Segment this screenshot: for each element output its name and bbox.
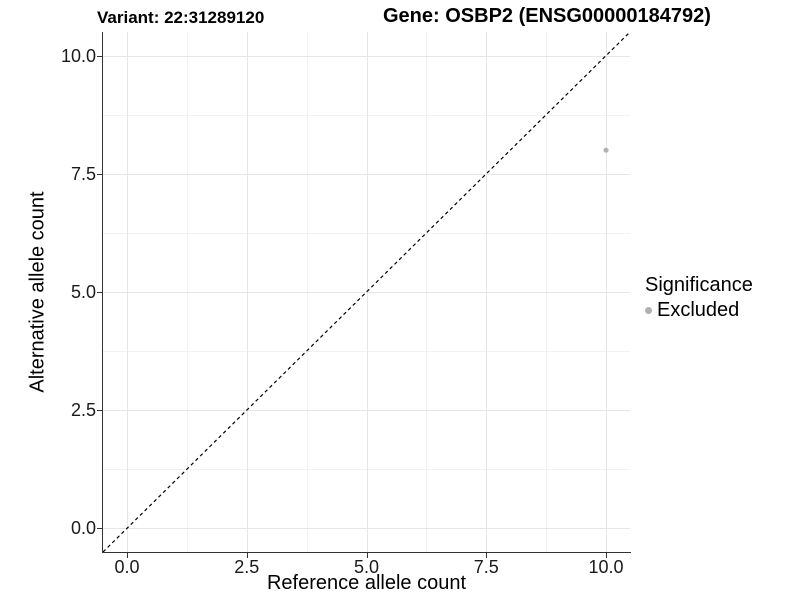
grid-major-horizontal	[103, 292, 630, 293]
y-tick-label: 10.0	[60, 45, 96, 66]
x-axis-title: Reference allele count	[266, 572, 466, 594]
x-tick-label: 10.0	[588, 557, 624, 577]
grid-major-horizontal	[103, 410, 630, 412]
legend-item-label: Excluded	[657, 299, 740, 321]
legend: Significance Excluded	[645, 273, 753, 321]
x-axis-tick	[126, 553, 128, 558]
y-axis-tick	[97, 55, 102, 57]
plot-layer	[103, 32, 630, 552]
identity-line	[103, 32, 630, 552]
variant-title: Variant: 22:31289120	[97, 8, 265, 27]
x-tick-label: 2.5	[234, 557, 260, 577]
x-tick-label: 0.0	[114, 557, 140, 577]
y-axis-tick	[97, 528, 102, 530]
y-axis-line	[102, 32, 103, 553]
x-axis-tick	[366, 553, 368, 558]
plot-panel	[103, 32, 630, 552]
x-axis-line	[102, 552, 631, 553]
y-tick-label: 7.5	[70, 163, 96, 184]
grid-major-horizontal	[103, 173, 630, 175]
x-axis-tick	[606, 553, 608, 558]
y-tick-label: 2.5	[70, 400, 96, 421]
y-axis-tick	[97, 292, 102, 293]
gene-title: Gene: OSBP2 (ENSG00000184792)	[383, 5, 711, 27]
x-axis-tick	[486, 553, 488, 558]
excluded-point-icon	[645, 306, 652, 314]
data-point	[603, 147, 609, 153]
x-axis-tick	[246, 553, 248, 558]
grid-major-horizontal	[103, 528, 630, 530]
y-axis-tick	[97, 173, 102, 175]
x-tick-label: 5.0	[353, 557, 380, 577]
y-tick-label: 5.0	[70, 282, 96, 302]
legend-title: Significance	[645, 274, 753, 296]
grid-major-horizontal	[103, 55, 630, 57]
legend-item-excluded: Excluded	[645, 299, 753, 321]
y-axis-tick	[97, 410, 102, 412]
y-tick-label: 0.0	[70, 518, 96, 539]
x-tick-label: 7.5	[473, 557, 499, 577]
